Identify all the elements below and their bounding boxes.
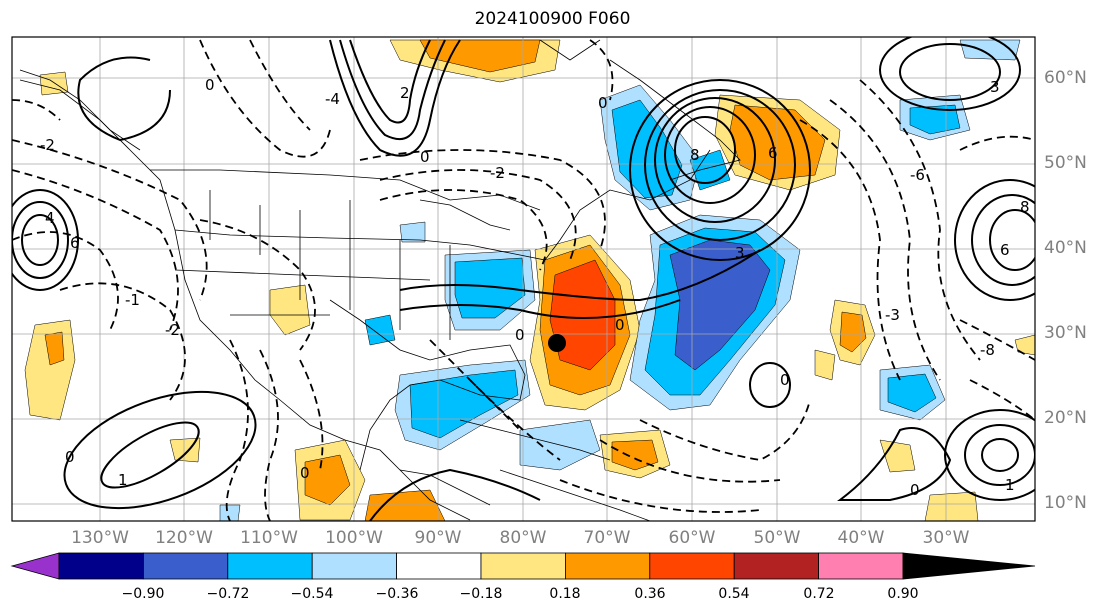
contour-label: 4 — [45, 209, 55, 227]
contour-label: -2 — [165, 321, 180, 339]
contour-label: 0 — [300, 464, 310, 482]
colorbar-bin-extend-high — [902, 552, 1036, 580]
map-title: 2024100900 F060 — [474, 9, 631, 29]
colorbar-tick-label: 0.90 — [887, 586, 919, 602]
contour-label: 1 — [1005, 476, 1015, 494]
contour-label: 0 — [515, 326, 525, 344]
contour-label: -1 — [125, 291, 140, 309]
contour-label: 6 — [768, 144, 778, 162]
contour-label: 0 — [65, 448, 75, 466]
contour-label: 0 — [780, 371, 790, 389]
colorbar-bin — [311, 552, 398, 580]
colorbar-tick-label: 0.36 — [634, 586, 666, 602]
lon-label-30w: 30°W — [922, 528, 970, 548]
contour-label: 0 — [420, 148, 430, 166]
lat-label-30n: 30°N — [1044, 323, 1087, 343]
contour-label: 8 — [690, 146, 700, 164]
contour-label: 0 — [615, 316, 625, 334]
colorbar-tick-label: −0.54 — [290, 586, 334, 602]
contour-label: -8 — [980, 341, 995, 359]
colorbar-bin — [396, 552, 482, 580]
contour-label: 8 — [1020, 198, 1030, 216]
colorbar-tick-label: −0.18 — [459, 586, 503, 602]
lon-label-60w: 60°W — [668, 528, 716, 548]
contour-label-group: 4 6 3 6 8 0 0 0 1 0 1 3 6 -3 -6 -2 -2 -1… — [40, 76, 1030, 499]
contour-label: 6 — [1000, 241, 1010, 259]
colorbar-bin — [818, 552, 904, 580]
contour-label: 0 — [205, 76, 215, 94]
contour-lines-negative — [12, 39, 1035, 521]
lat-label-60n: 60°N — [1044, 68, 1087, 88]
contour-label: 2 — [400, 84, 410, 102]
contour-label: -2 — [40, 136, 55, 154]
lon-label-120w: 120°W — [155, 528, 213, 548]
contour-label: 3 — [990, 78, 1000, 96]
colorbar-bin — [142, 552, 229, 580]
colorbar-bin — [227, 552, 313, 580]
lon-label-90w: 90°W — [414, 528, 462, 548]
colorbar-tick-label: 0.18 — [549, 586, 581, 602]
colorbar-bin — [480, 552, 566, 580]
colorbar-tick-label: 0.72 — [803, 586, 835, 602]
colorbar-tick-label: −0.36 — [375, 586, 419, 602]
lon-label-40w: 40°W — [837, 528, 885, 548]
lat-label-50n: 50°N — [1044, 153, 1087, 173]
lat-label-10n: 10°N — [1044, 493, 1087, 513]
colorbar-bin — [649, 552, 735, 580]
lat-label-40n: 40°N — [1044, 238, 1087, 258]
shaded-anomaly-fields — [24, 39, 1035, 521]
lat-lon-gridlines — [12, 37, 1035, 521]
contour-label: 0 — [598, 94, 608, 112]
colorbar — [10, 552, 1036, 580]
lon-label-50w: 50°W — [753, 528, 801, 548]
colorbar-tick-label: 0.54 — [718, 586, 750, 602]
contour-label: -4 — [325, 90, 340, 108]
contour-label: -6 — [910, 166, 925, 184]
contour-label: 0 — [910, 481, 920, 499]
colorbar-tick-label: −0.90 — [121, 586, 165, 602]
lon-label-80w: 80°W — [499, 528, 547, 548]
lon-label-70w: 70°W — [583, 528, 631, 548]
map-frame — [11, 36, 1036, 522]
lon-label-110w: 110°W — [240, 528, 298, 548]
contour-label: -2 — [490, 164, 505, 182]
colorbar-bin — [565, 552, 651, 580]
lon-label-130w: 130°W — [71, 528, 129, 548]
contour-label: 1 — [118, 471, 128, 489]
colorbar-bin — [58, 552, 144, 580]
contour-label: 6 — [70, 234, 80, 252]
contour-lines — [12, 37, 1035, 521]
contour-label: -3 — [885, 306, 900, 324]
lat-label-20n: 20°N — [1044, 408, 1087, 428]
colorbar-bin — [733, 552, 820, 580]
contour-label: 3 — [735, 244, 745, 262]
lon-label-100w: 100°W — [325, 528, 383, 548]
storm-marker — [548, 334, 566, 352]
colorbar-bin-extend-low — [10, 552, 60, 580]
colorbar-tick-label: −0.72 — [206, 586, 250, 602]
